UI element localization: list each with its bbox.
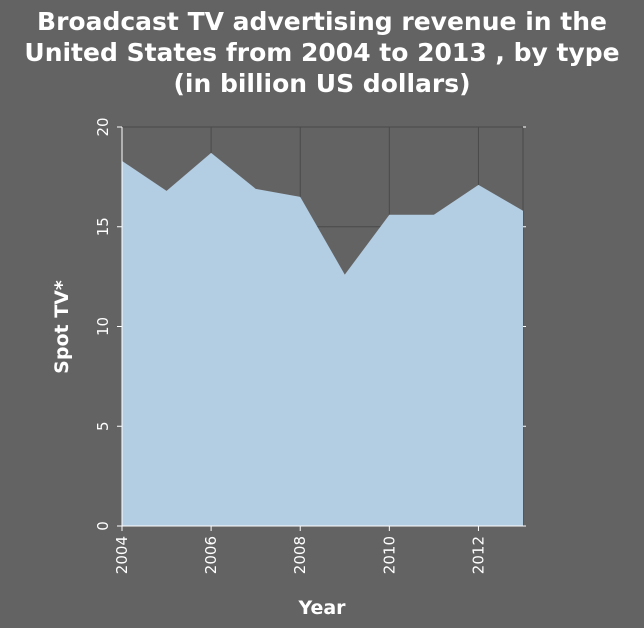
y-axis-label: Spot TV* <box>51 280 73 374</box>
axes <box>117 126 526 531</box>
x-tick-label-2: 2008 <box>291 536 309 574</box>
x-tick-label-3: 2010 <box>380 536 398 574</box>
y-tick-label-2: 10 <box>94 317 112 336</box>
tick-labels: 0 5 10 15 20 2004 2006 2008 2010 2012 <box>94 117 487 574</box>
x-tick-label-4: 2012 <box>469 536 487 574</box>
y-tick-label-3: 15 <box>94 217 112 236</box>
y-tick-label-1: 5 <box>94 421 112 431</box>
y-tick-label-0: 0 <box>94 521 112 531</box>
y-tick-label-4: 20 <box>94 117 112 136</box>
chart-title-line-2: United States from 2004 to 2013 , by typ… <box>24 38 619 67</box>
x-axis-label: Year <box>297 597 346 619</box>
area-series-spot-tv <box>122 152 523 526</box>
chart-title-line-3: (in billion US dollars) <box>173 69 470 98</box>
x-tick-label-1: 2006 <box>202 536 220 574</box>
chart-title-line-1: Broadcast TV advertising revenue in the <box>37 7 607 36</box>
x-tick-label-0: 2004 <box>113 536 131 574</box>
